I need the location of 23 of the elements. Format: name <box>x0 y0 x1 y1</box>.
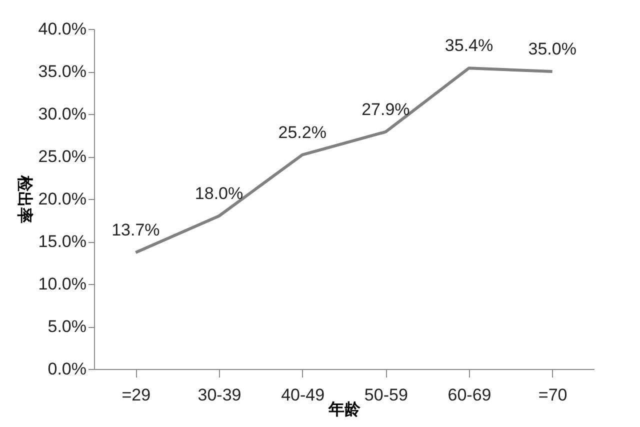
y-tick-label: 15.0% <box>38 232 86 251</box>
data-label: 25.2% <box>278 122 326 142</box>
x-axis-title: 年龄 <box>328 400 362 418</box>
y-tick-label: 5.0% <box>48 317 86 336</box>
y-tick-label: 25.0% <box>38 147 86 166</box>
y-tick-label: 10.0% <box>38 274 86 294</box>
x-tick-label: 30-39 <box>198 386 242 404</box>
x-tick-label: 50-59 <box>364 386 408 404</box>
y-tick-label: 20.0% <box>38 190 86 208</box>
x-tick-label: =70 <box>538 386 568 404</box>
y-axis-title: 检出率 <box>16 174 34 224</box>
x-tick-label: =29 <box>122 386 151 404</box>
data-label: 35.0% <box>528 40 576 58</box>
y-tick-label: 0.0% <box>48 360 86 378</box>
data-label: 35.4% <box>444 36 494 56</box>
data-label: 18.0% <box>194 184 244 203</box>
y-tick-label: 35.0% <box>38 62 86 81</box>
x-tick-label: 60-69 <box>448 386 492 404</box>
x-tick-label: 40-49 <box>281 386 325 404</box>
data-label: 13.7% <box>112 220 160 240</box>
data-label: 27.9% <box>362 100 410 119</box>
y-tick-label: 40.0% <box>38 20 86 38</box>
y-tick-label: 30.0% <box>38 104 86 124</box>
